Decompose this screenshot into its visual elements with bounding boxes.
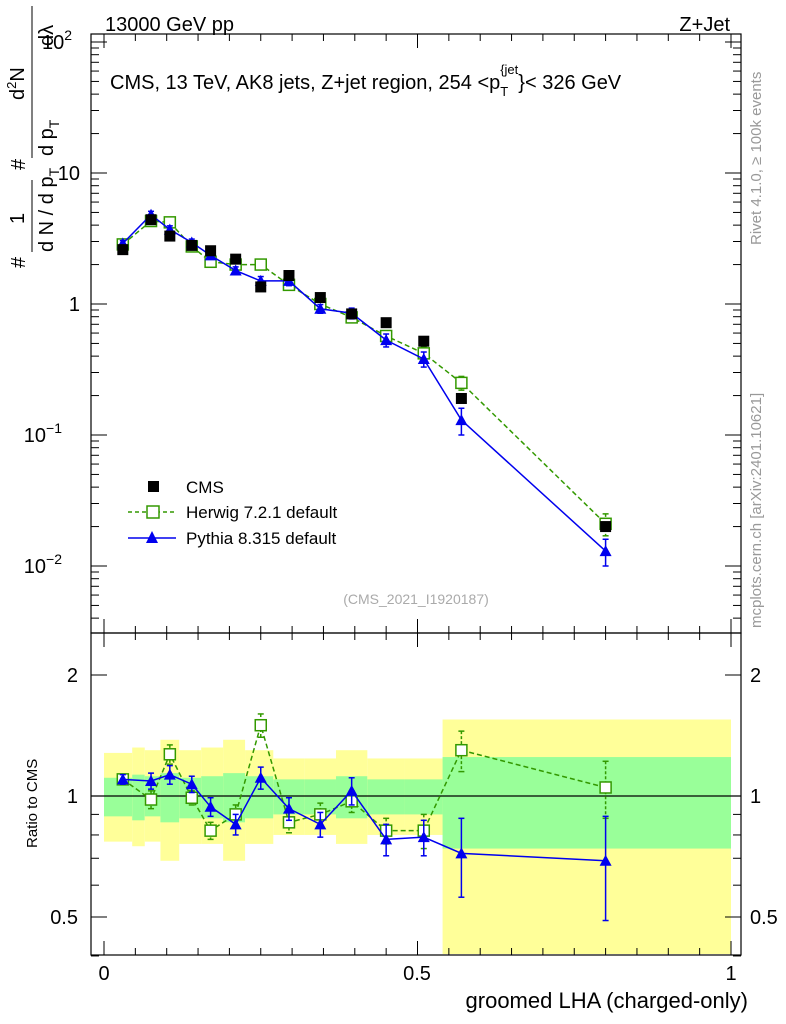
process-label: Z+Jet <box>679 14 730 36</box>
cms-point <box>117 244 129 256</box>
ratio-pythia-point <box>282 802 295 814</box>
svg-text:dλ: dλ <box>36 25 58 46</box>
ratio-herwig-point <box>204 824 217 837</box>
svg-text:d pT: d pT <box>36 119 62 156</box>
energy-label: 13000 GeV pp <box>105 14 234 36</box>
ratio-xtick-labels: 0 0.5 1 <box>98 963 736 985</box>
main-pythia-point <box>314 302 327 314</box>
inner-band-bin <box>132 774 145 821</box>
ratio-panel: 2 1 0.5 2 1 0.5 Ratio to CMS 0 0.5 1 gro… <box>24 632 778 1013</box>
ratio-pythia-point <box>145 774 158 786</box>
ytick-label-1: 1 <box>69 294 80 316</box>
ratio-herwig-point <box>185 791 199 805</box>
main-pythia-point <box>229 264 242 276</box>
ratio-pythia-point <box>455 847 468 859</box>
legend-herwig-label: Herwig 7.2.1 default <box>186 503 337 522</box>
cms-point <box>455 392 467 404</box>
ratio-pythia-point <box>163 768 176 780</box>
legend: CMS Herwig 7.2.1 default Pythia 8.315 de… <box>128 478 337 548</box>
ratio-herwig-point <box>144 793 158 806</box>
main-pythia-point <box>599 545 612 557</box>
main-panel: 102 10 1 10−1 10−2 CMS, 13 TeV, AK8 jets… <box>4 6 742 634</box>
cms-point <box>600 521 612 533</box>
main-herwig-point <box>254 258 267 271</box>
ytick-label-100: 102 <box>42 27 72 54</box>
ratio-pythia-point <box>116 773 129 785</box>
ratio-herwig-point <box>254 718 267 732</box>
svg-text:#: # <box>8 256 30 268</box>
xtick-label-0: 0 <box>98 963 109 985</box>
ratio-pythia-point <box>417 831 430 843</box>
ratio-herwig-point <box>455 743 468 757</box>
analysis-watermark: (CMS_2021_I1920187) <box>343 591 489 607</box>
plot-title: CMS, 13 TeV, AK8 jets, Z+jet region, 254… <box>110 62 622 99</box>
ratio-pythia-point <box>345 784 358 796</box>
cms-point <box>283 270 295 282</box>
svg-text:1: 1 <box>7 213 29 224</box>
legend-herwig-marker <box>146 505 160 519</box>
main-cms-series <box>117 214 612 533</box>
svg-text:d N / d pT: d N / d pT <box>36 167 62 252</box>
legend-pythia-label: Pythia 8.315 default <box>186 529 337 548</box>
ratio-pythia-point <box>380 833 393 845</box>
ratio-pythia-point <box>204 800 217 812</box>
cms-point <box>205 245 217 257</box>
ytick-label-10: 10 <box>58 163 80 185</box>
ratio-frame <box>90 632 742 956</box>
ratio-ylabel: Ratio to CMS <box>24 759 41 848</box>
cms-point <box>380 317 392 329</box>
ratio-ytick-left-0.5: 0.5 <box>50 907 78 929</box>
main-pythia-point <box>455 414 468 426</box>
xlabel: groomed LHA (charged-only) <box>466 988 748 1013</box>
inner-band-bin <box>367 779 405 815</box>
svg-text:d2N: d2N <box>4 67 29 100</box>
ratio-pythia-series <box>116 764 612 922</box>
ratio-herwig-line <box>122 722 606 832</box>
legend-cms-label: CMS <box>186 478 224 497</box>
cms-point <box>346 308 358 320</box>
legend-pythia-marker <box>146 531 158 543</box>
ratio-pythia-point <box>254 771 267 783</box>
cms-point <box>418 335 430 347</box>
ratio-pythia-point <box>599 854 612 866</box>
xtick-label-1: 1 <box>725 963 736 985</box>
ratio-ytick-right-2: 2 <box>750 665 761 687</box>
main-herwig-point <box>455 376 468 390</box>
svg-text:#: # <box>8 158 30 170</box>
ratio-herwig-point <box>163 748 177 761</box>
mcplots-label: mcplots.cern.ch [arXiv:2401.10621] <box>748 393 765 628</box>
ratio-herwig-point <box>599 781 612 794</box>
ratio-pythia-point <box>229 818 242 830</box>
main-pythia-point <box>417 353 430 365</box>
legend-cms-marker <box>148 481 159 492</box>
cms-point <box>314 292 326 304</box>
ratio-ytick-right-1: 1 <box>750 786 761 808</box>
ytick-label-0.01: 10−2 <box>24 551 62 578</box>
ytick-label-0.1: 10−1 <box>24 420 62 447</box>
cms-point <box>230 253 242 265</box>
xtick-label-0.5: 0.5 <box>403 963 431 985</box>
ratio-pythia-point <box>185 778 198 790</box>
main-ylabel: # 1 d N / d pT # d2N d pT dλ <box>4 6 62 268</box>
cms-point <box>145 214 157 226</box>
ratio-ytick-right-0.5: 0.5 <box>750 907 778 929</box>
inner-band-bin <box>160 773 180 823</box>
cms-point <box>255 281 267 293</box>
rivet-label: Rivet 4.1.0, ≥ 100k events <box>748 72 765 245</box>
ratio-pythia-point <box>314 818 327 830</box>
ratio-ytick-left-1: 1 <box>67 786 78 808</box>
inner-band-bin <box>404 779 443 815</box>
inner-band-bin <box>442 757 731 849</box>
main-ytick-labels: 102 10 1 10−1 10−2 <box>24 27 80 578</box>
ratio-ytick-labels: 2 1 0.5 2 1 0.5 <box>50 665 778 929</box>
main-pythia-point <box>380 334 393 346</box>
cms-point <box>186 239 198 251</box>
cms-point <box>164 230 176 242</box>
ratio-ytick-left-2: 2 <box>67 665 78 687</box>
